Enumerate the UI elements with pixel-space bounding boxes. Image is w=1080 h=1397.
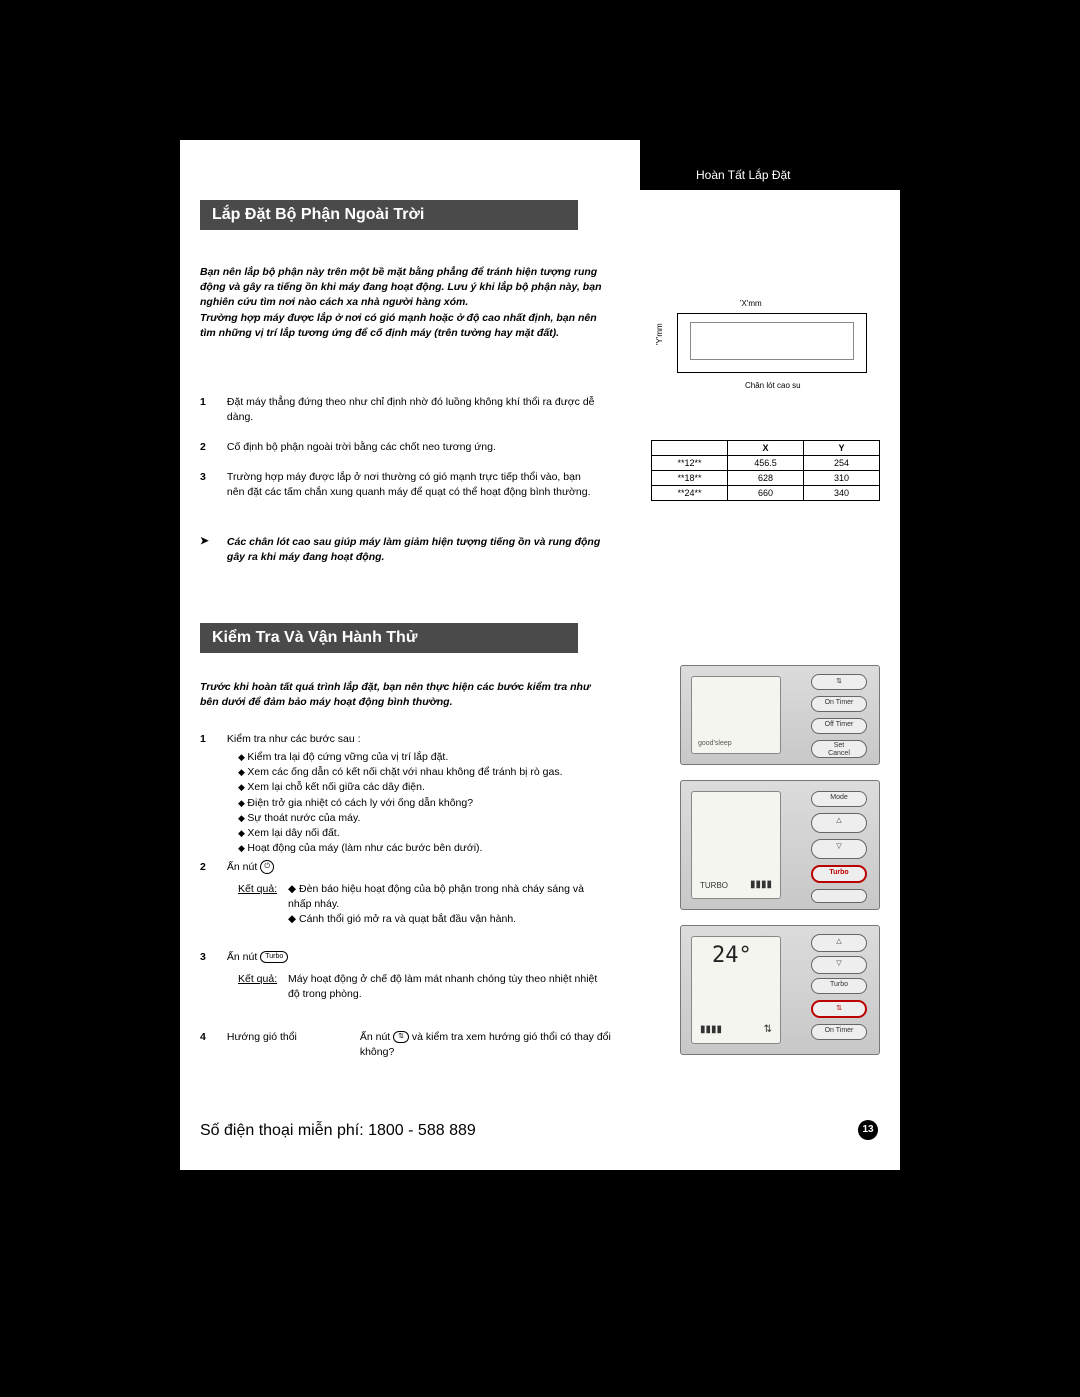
check-item: Kiểm tra lại độ cứng vững của vị trí lắp… <box>238 750 608 765</box>
signal-icon: ▮▮▮▮ <box>700 1024 722 1035</box>
signal-icon: ▮▮▮▮ <box>750 879 772 890</box>
section2-intro: Trước khi hoàn tất quá trình lắp đặt, bạ… <box>200 680 610 710</box>
result-body: Máy hoạt động ở chế độ làm mát nhanh chó… <box>288 972 608 1002</box>
on-timer-button: On Timer <box>811 1024 867 1040</box>
unit-outline <box>677 313 867 373</box>
turbo-icon: Turbo <box>260 951 288 963</box>
table-header: Y <box>804 441 880 456</box>
table-cell: 310 <box>804 471 880 486</box>
s2-step3: 3 Ấn nút Turbo <box>200 950 597 965</box>
step-text: Ấn nút Turbo <box>227 950 597 965</box>
goodsleep-label: good'sleep <box>698 740 732 747</box>
manual-page: Hoàn Tất Lắp Đặt Lắp Đặt Bộ Phận Ngoài T… <box>180 140 900 1170</box>
footer-phone: Số điện thoại miễn phí: 1800 - 588 889 <box>200 1122 476 1140</box>
table-cell: 628 <box>728 471 804 486</box>
section-tab: Hoàn Tất Lắp Đặt <box>640 140 900 190</box>
swing-button: ⇅ <box>811 674 867 690</box>
dimensions-table: X Y **12** 456.5 254 **18** 628 310 **24… <box>651 440 880 501</box>
x-dimension-label: 'X'mm <box>740 299 762 308</box>
down-button: ▽ <box>811 956 867 974</box>
step-text: Trường hợp máy được lắp ở nơi thường có … <box>227 470 597 499</box>
turbo-button: Turbo <box>811 978 867 994</box>
result-label: Kết quả: <box>238 972 277 987</box>
step-number: 1 <box>200 395 224 410</box>
note-text: Các chân lót cao sau giúp máy làm giảm h… <box>227 535 607 565</box>
step-number: 2 <box>200 440 224 455</box>
swing-button-highlighted: ⇅ <box>811 1000 867 1018</box>
section1-note: ➤ Các chân lót cao sau giúp máy làm giảm… <box>200 535 620 565</box>
remote-panel-1: good'sleep ⇅ On Timer Off Timer Set Canc… <box>680 665 880 765</box>
rubber-foot-label: Chân lót cao su <box>745 381 801 390</box>
table-cell: 340 <box>804 486 880 501</box>
page-number: 13 <box>858 1120 878 1140</box>
check-item: Xem các ống dẫn có kết nối chặt với nhau… <box>238 765 608 780</box>
s2-step2: 2 Ấn nút ⏻ <box>200 860 597 875</box>
check-item: Điện trở gia nhiệt có cách ly với ống dẫ… <box>238 796 608 811</box>
step-text: Ấn nút ⏻ <box>227 860 597 875</box>
power-icon: ⏻ <box>260 860 274 874</box>
table-row: **12** 456.5 254 <box>652 456 880 471</box>
up-button: △ <box>811 934 867 952</box>
check-item: Xem lại chỗ kết nối giữa các dây điện. <box>238 780 608 795</box>
table-cell: 254 <box>804 456 880 471</box>
table-header: X <box>728 441 804 456</box>
section1-intro: Bạn nên lắp bộ phận này trên một bề mặt … <box>200 265 610 341</box>
s1-step2: 2 Cố định bộ phận ngoài trời bằng các ch… <box>200 440 597 455</box>
table-row: **18** 628 310 <box>652 471 880 486</box>
extra-button <box>811 889 867 903</box>
s1-step3: 3 Trường hợp máy được lắp ở nơi thường c… <box>200 470 597 499</box>
result-label: Kết quả: <box>238 882 277 897</box>
table-cell: 456.5 <box>728 456 804 471</box>
table-header-row: X Y <box>652 441 880 456</box>
check-item: Sự thoát nước của máy. <box>238 811 608 826</box>
swing-indicator-icon: ⇅ <box>764 1024 772 1035</box>
remote-display: good'sleep <box>691 676 781 754</box>
up-button: △ <box>811 813 867 833</box>
s2-result3: Kết quả: Máy hoạt động ở chế độ làm mát … <box>238 972 608 1002</box>
note-arrow-icon: ➤ <box>200 535 224 547</box>
s2-step1: 1 Kiểm tra như các bước sau : <box>200 732 597 747</box>
table-cell: **12** <box>652 456 728 471</box>
step-number: 1 <box>200 732 224 747</box>
swing-icon: ⇅ <box>393 1031 409 1043</box>
step-number: 3 <box>200 950 224 965</box>
step4-body: Ấn nút ⇅ và kiểm tra xem hướng gió thổi … <box>360 1030 615 1059</box>
down-button: ▽ <box>811 839 867 859</box>
set-cancel-button: Set Cancel <box>811 740 867 758</box>
outdoor-unit-diagram: 'X'mm 'Y'mm Chân lót cao su <box>645 295 880 405</box>
temp-display: 24° <box>712 943 752 968</box>
table-cell: **24** <box>652 486 728 501</box>
y-dimension-label: 'Y'mm <box>655 323 664 345</box>
on-timer-button: On Timer <box>811 696 867 712</box>
step-number: 4 <box>200 1030 224 1045</box>
step-text: Cố định bộ phận ngoài trời bằng các chốt… <box>227 440 597 455</box>
step4-label: Hướng gió thổi <box>227 1030 357 1045</box>
off-timer-button: Off Timer <box>811 718 867 734</box>
s2-result2: Kết quả: ◆ Đèn báo hiệu hoạt động của bộ… <box>238 882 608 928</box>
remote-panel-3: 24° ▮▮▮▮ ⇅ △ ▽ Turbo ⇅ On Timer <box>680 925 880 1055</box>
remote-panel-2: TURBO ▮▮▮▮ Mode △ ▽ Turbo <box>680 780 880 910</box>
table-cell: 660 <box>728 486 804 501</box>
section2-title: Kiểm Tra Và Vận Hành Thử <box>200 623 578 653</box>
step-text: Kiểm tra như các bước sau : <box>227 732 597 747</box>
check-item: Xem lại dây nối đất. <box>238 826 608 841</box>
s2-step4: 4 Hướng gió thổi Ấn nút ⇅ và kiểm tra xe… <box>200 1030 615 1059</box>
table-cell: **18** <box>652 471 728 486</box>
remote-display: 24° ▮▮▮▮ ⇅ <box>691 936 781 1044</box>
mode-button: Mode <box>811 791 867 807</box>
check-list: Kiểm tra lại độ cứng vững của vị trí lắp… <box>238 750 608 857</box>
remote-display: TURBO ▮▮▮▮ <box>691 791 781 899</box>
result-body: ◆ Đèn báo hiệu hoạt động của bộ phận tro… <box>288 882 608 928</box>
table-row: **24** 660 340 <box>652 486 880 501</box>
check-item: Hoạt động của máy (làm như các bước bên … <box>238 841 608 856</box>
section1-title: Lắp Đặt Bộ Phận Ngoài Trời <box>200 200 578 230</box>
step-text: Đặt máy thẳng đứng theo như chỉ định nhờ… <box>227 395 597 424</box>
turbo-indicator: TURBO <box>700 881 728 890</box>
step-number: 3 <box>200 470 224 485</box>
table-header <box>652 441 728 456</box>
unit-inner <box>690 322 854 360</box>
turbo-button-highlighted: Turbo <box>811 865 867 883</box>
step-number: 2 <box>200 860 224 875</box>
s1-step1: 1 Đặt máy thẳng đứng theo như chỉ định n… <box>200 395 597 424</box>
